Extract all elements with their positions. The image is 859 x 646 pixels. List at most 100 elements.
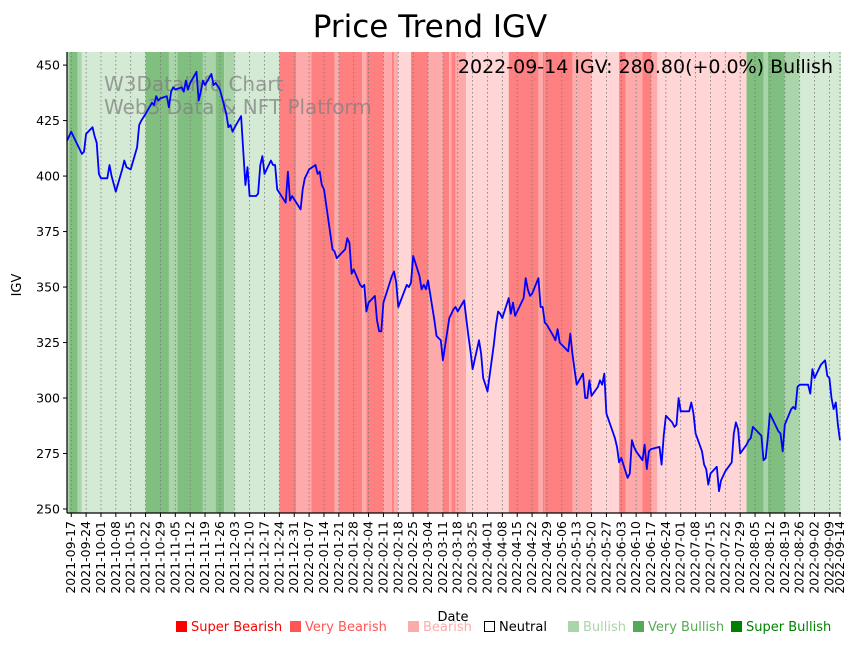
vertical-gridlines <box>70 52 841 513</box>
x-tick-label: 2022-02-11 <box>375 521 390 594</box>
x-tick-label: 2022-01-07 <box>301 521 316 594</box>
x-tick-label: 2022-05-13 <box>569 521 584 594</box>
x-tick-label: 2022-05-27 <box>598 521 613 594</box>
x-tick-label: 2021-12-03 <box>227 521 242 594</box>
sentiment-band <box>311 52 335 513</box>
sentiment-band <box>81 52 146 513</box>
sentiment-band <box>455 52 467 513</box>
x-tick-label: 2022-02-25 <box>405 521 420 594</box>
sentiment-band <box>362 52 367 513</box>
sentiment-band <box>224 52 235 513</box>
y-tick-label: 400 <box>36 169 60 184</box>
x-tick-label: 2021-11-26 <box>212 521 227 594</box>
price-line-igv <box>66 70 841 493</box>
x-tick-label: 2021-10-08 <box>108 521 123 594</box>
x-tick-label: 2022-07-22 <box>717 521 732 594</box>
x-tick-label: 2022-07-01 <box>673 521 688 594</box>
sentiment-band <box>642 52 651 513</box>
sentiment-band <box>763 52 768 513</box>
y-tick-label: 375 <box>36 224 60 239</box>
sentiment-band <box>428 52 443 513</box>
x-tick-label: 2021-12-10 <box>242 521 257 594</box>
x-tick-label: 2021-10-15 <box>123 521 138 594</box>
sentiment-band <box>279 52 297 513</box>
x-tick-label: 2021-10-29 <box>152 521 167 594</box>
legend-label: Neutral <box>499 620 547 635</box>
x-tick-label: 2022-01-28 <box>346 521 361 594</box>
legend-item-neutral: Neutral <box>484 620 547 635</box>
y-axis-ticks: 250 275 300 325 350 375 400 425 450 <box>36 58 67 517</box>
sentiment-band <box>508 52 539 513</box>
x-tick-label: 2022-05-20 <box>584 521 599 594</box>
sentiment-band <box>544 52 573 513</box>
x-tick-label: 2022-04-22 <box>524 521 539 594</box>
x-tick-label: 2022-02-18 <box>390 521 405 594</box>
sentiment-band <box>542 52 545 513</box>
latest-price-annotation: 2022-09-14 IGV: 280.80(+0.0%) Bullish <box>458 56 833 78</box>
sentiment-band <box>442 52 450 513</box>
legend-label: Bearish <box>423 620 472 635</box>
legend-label: Super Bullish <box>746 620 832 635</box>
legend-item-very-bearish: Very Bearish <box>290 620 387 635</box>
x-tick-label: 2022-03-04 <box>420 521 435 594</box>
sentiment-band <box>538 52 543 513</box>
x-tick-label: 2021-10-22 <box>138 521 153 594</box>
x-tick-label: 2022-06-03 <box>613 521 628 594</box>
x-tick-label: 2022-07-29 <box>732 521 747 594</box>
y-tick-label: 250 <box>36 502 60 517</box>
sentiment-band <box>650 52 658 513</box>
sentiment-band <box>451 52 456 513</box>
legend-item-super-bearish: Super Bearish <box>176 620 282 635</box>
x-tick-label: 2021-11-12 <box>182 521 197 594</box>
legend-label: Super Bearish <box>191 620 283 635</box>
x-tick-label: 2022-08-26 <box>792 521 807 594</box>
legend-item-bearish: Bearish <box>408 620 472 635</box>
sentiment-band <box>168 52 178 513</box>
y-tick-label: 300 <box>36 391 60 406</box>
sentiment-band <box>334 52 339 513</box>
sentiment-band <box>366 52 384 513</box>
x-tick-label: 2022-02-04 <box>361 521 376 594</box>
legend-swatch <box>408 621 419 632</box>
legend-item-bullish: Bullish <box>568 620 626 635</box>
sentiment-band <box>657 52 747 513</box>
y-axis-label: IGV <box>10 273 25 296</box>
legend-swatch <box>568 621 579 632</box>
x-tick-label: 2022-01-14 <box>316 521 331 594</box>
legend-item-super-bullish: Super Bullish <box>731 620 831 635</box>
sentiment-band <box>746 52 764 513</box>
sentiment-band <box>77 52 82 513</box>
x-tick-label: 2022-07-15 <box>702 521 717 594</box>
x-tick-label: 2021-10-01 <box>93 521 108 594</box>
y-tick-label: 275 <box>36 446 60 461</box>
x-tick-label: 2022-04-29 <box>539 521 554 594</box>
x-tick-label: 2022-06-17 <box>643 521 658 594</box>
y-tick-label: 350 <box>36 280 60 295</box>
x-tick-label: 2022-04-01 <box>479 521 494 594</box>
legend-item-very-bullish: Very Bullish <box>633 620 724 635</box>
sentiment-band <box>215 52 225 513</box>
x-tick-label: 2021-12-24 <box>271 521 286 594</box>
x-tick-label: 2021-11-05 <box>167 521 182 594</box>
x-tick-label: 2021-09-24 <box>78 521 93 594</box>
x-tick-label: 2022-06-10 <box>628 521 643 594</box>
x-tick-label: 2022-07-08 <box>688 521 703 594</box>
x-tick-label: 2022-08-19 <box>777 521 792 594</box>
legend-label: Very Bullish <box>648 620 725 635</box>
sentiment-band <box>619 52 626 513</box>
sentiment-band <box>576 52 592 513</box>
sentiment-band <box>69 52 78 513</box>
sentiment-band <box>799 52 841 513</box>
y-tick-label: 450 <box>36 58 60 73</box>
legend-swatch <box>633 621 644 632</box>
x-tick-label: 2022-09-09 <box>821 521 836 594</box>
x-axis-ticks: 2021-09-17 2021-09-24 2021-10-01 2021-10-08… <box>63 513 847 594</box>
legend-swatch <box>176 621 187 632</box>
sentiment-band <box>411 52 429 513</box>
x-tick-label: 2022-03-18 <box>450 521 465 594</box>
sentiment-band <box>591 52 620 513</box>
x-tick-label: 2021-12-17 <box>256 521 271 594</box>
legend-swatch <box>484 621 495 632</box>
x-tick-label: 2022-08-05 <box>747 521 762 594</box>
